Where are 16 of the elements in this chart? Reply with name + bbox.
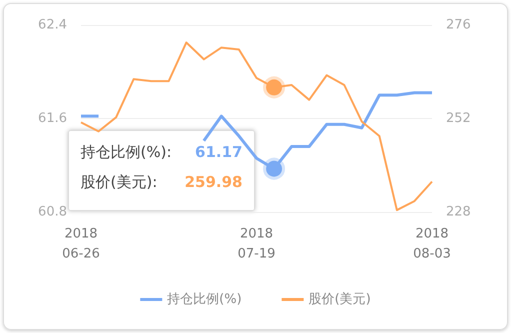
legend-label: 股价(美元) bbox=[308, 291, 371, 307]
x-tick-label: 2018 07-19 bbox=[238, 226, 276, 262]
y2-tick-label: 252 bbox=[446, 111, 471, 126]
x-tick-label: 2018 08-03 bbox=[413, 226, 451, 262]
y-tick-label: 62.4 bbox=[38, 18, 67, 32]
y-tick-label: 60.8 bbox=[38, 204, 67, 220]
x-tick-label: 2018 06-26 bbox=[62, 226, 100, 262]
y2-tick-label: 276 bbox=[446, 18, 471, 32]
legend-label: 持仓比例(%) bbox=[167, 292, 242, 307]
annotation: 股价(美元): bbox=[80, 173, 158, 191]
annotation: 持仓比例(%): bbox=[80, 143, 172, 161]
y-tick-label: 61.6 bbox=[38, 111, 67, 126]
y2-tick-label: 228 bbox=[446, 204, 471, 220]
line-series bbox=[80, 42, 433, 212]
annotation: 259.98 bbox=[184, 173, 242, 191]
annotation: 61.17 bbox=[195, 143, 242, 161]
